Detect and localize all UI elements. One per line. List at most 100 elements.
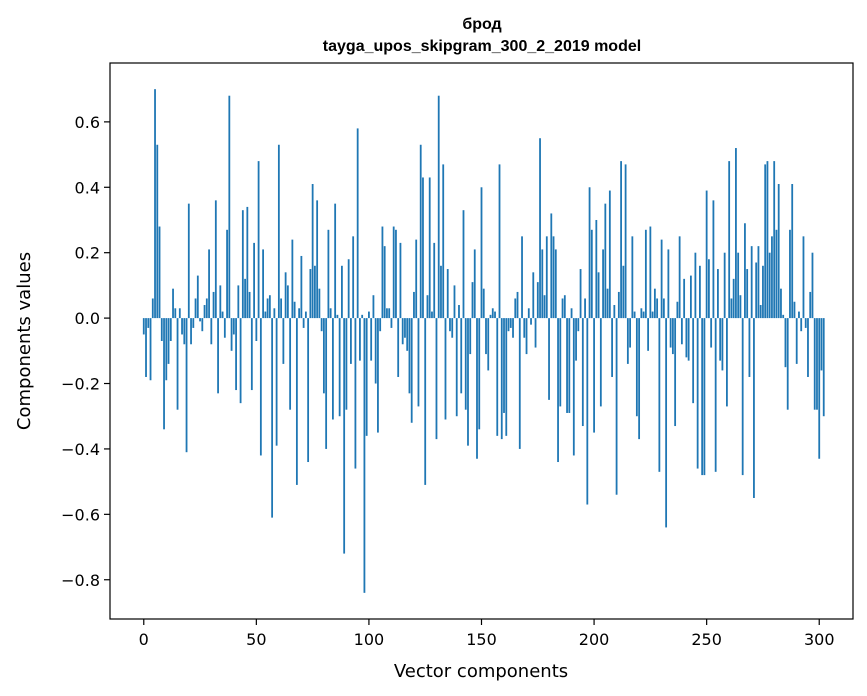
x-tick-label: 200 bbox=[579, 630, 610, 649]
bar bbox=[264, 311, 267, 319]
bar bbox=[530, 318, 532, 325]
bar bbox=[442, 164, 445, 319]
x-tick-label: 300 bbox=[804, 630, 835, 649]
bar bbox=[419, 144, 422, 319]
x-axis-ticks: 0 50 100 150 200 250 300 bbox=[139, 619, 835, 649]
bar bbox=[336, 314, 339, 319]
bar bbox=[370, 318, 373, 361]
bar bbox=[795, 318, 798, 364]
bar bbox=[721, 318, 724, 371]
y-tick-label: −0.6 bbox=[61, 505, 100, 524]
bar bbox=[147, 318, 150, 328]
bar bbox=[489, 314, 492, 319]
bar bbox=[246, 206, 249, 319]
bar bbox=[744, 223, 746, 319]
bar bbox=[467, 318, 469, 446]
bar bbox=[424, 318, 427, 485]
y-tick-label: 0.4 bbox=[75, 178, 100, 197]
bar bbox=[554, 249, 557, 319]
bar bbox=[699, 265, 701, 319]
bar bbox=[372, 295, 375, 319]
bar bbox=[505, 318, 508, 436]
bar bbox=[214, 200, 217, 319]
bar bbox=[561, 298, 564, 319]
x-tick-label: 0 bbox=[139, 630, 149, 649]
bar bbox=[190, 318, 192, 345]
bar bbox=[304, 311, 307, 319]
bar bbox=[822, 318, 825, 417]
x-tick-label: 50 bbox=[246, 630, 266, 649]
bar bbox=[539, 138, 541, 319]
bar bbox=[523, 318, 526, 338]
bar bbox=[165, 318, 168, 381]
bar bbox=[762, 265, 764, 319]
bar bbox=[642, 311, 645, 319]
bar bbox=[359, 318, 361, 361]
bar bbox=[183, 318, 186, 345]
bar bbox=[557, 318, 559, 463]
bar bbox=[548, 318, 550, 400]
bar bbox=[462, 210, 465, 319]
bar bbox=[172, 288, 174, 319]
bar bbox=[428, 177, 431, 319]
bar bbox=[390, 318, 393, 328]
bar bbox=[253, 242, 255, 319]
bar bbox=[440, 265, 442, 319]
bar bbox=[613, 305, 616, 319]
bar bbox=[669, 318, 672, 348]
bar bbox=[406, 318, 409, 351]
bar bbox=[577, 318, 580, 332]
bar bbox=[705, 190, 708, 319]
bar bbox=[169, 318, 172, 341]
bar bbox=[586, 318, 589, 505]
bar bbox=[302, 318, 305, 328]
bar bbox=[516, 291, 519, 319]
bar bbox=[512, 318, 514, 338]
bar bbox=[325, 318, 328, 449]
bar bbox=[399, 242, 402, 319]
bar bbox=[167, 318, 170, 364]
bar bbox=[223, 318, 226, 338]
bar bbox=[525, 318, 528, 355]
bar bbox=[208, 249, 210, 319]
bar bbox=[217, 318, 219, 394]
bar bbox=[764, 164, 767, 319]
bar bbox=[656, 298, 659, 319]
bar bbox=[674, 318, 677, 427]
bar bbox=[703, 318, 706, 476]
bar bbox=[802, 236, 805, 319]
bar bbox=[210, 318, 213, 345]
bar bbox=[311, 184, 314, 319]
bar bbox=[455, 318, 458, 417]
plot-frame bbox=[109, 62, 854, 620]
bar bbox=[545, 236, 548, 319]
bar bbox=[568, 318, 571, 413]
bar bbox=[268, 295, 271, 319]
bar bbox=[273, 308, 276, 319]
bar bbox=[149, 318, 152, 381]
y-tick-label: 0.2 bbox=[75, 244, 100, 263]
bar bbox=[579, 269, 582, 319]
bar bbox=[622, 265, 625, 319]
bar bbox=[185, 318, 188, 453]
bar bbox=[771, 236, 773, 319]
bar bbox=[417, 318, 420, 407]
bar bbox=[241, 210, 244, 319]
bar bbox=[379, 318, 382, 332]
bar bbox=[750, 246, 753, 319]
bar bbox=[286, 285, 289, 319]
bar bbox=[777, 184, 780, 319]
bar bbox=[597, 272, 600, 319]
bar bbox=[341, 265, 343, 319]
bar bbox=[271, 318, 274, 518]
bar bbox=[248, 291, 251, 319]
bar bbox=[640, 308, 643, 319]
bar bbox=[732, 278, 735, 319]
bar bbox=[491, 308, 494, 319]
bar bbox=[599, 318, 602, 407]
bar bbox=[259, 318, 262, 456]
bar bbox=[377, 318, 379, 433]
bar bbox=[782, 314, 785, 319]
bar bbox=[633, 311, 636, 319]
bar bbox=[350, 318, 352, 364]
